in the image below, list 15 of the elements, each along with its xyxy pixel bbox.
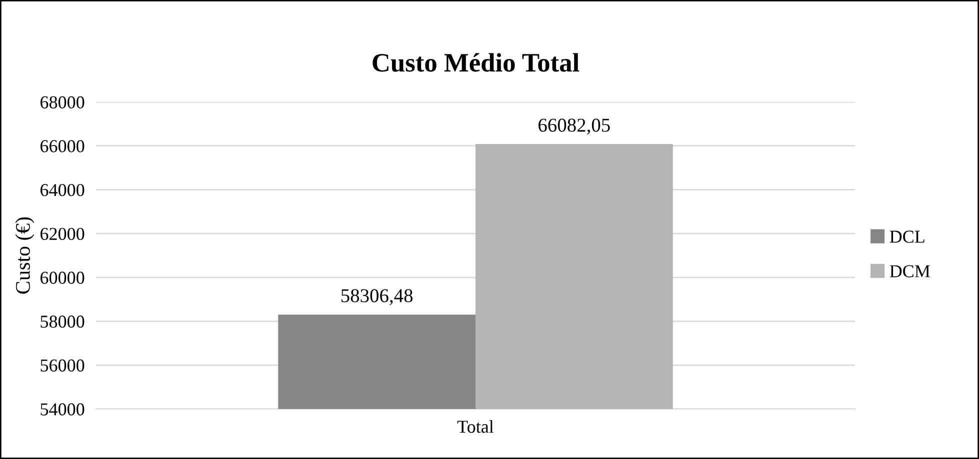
legend-label: DCM xyxy=(890,265,930,278)
y-tick-label: 54000 xyxy=(40,403,84,416)
y-tick-label: 66000 xyxy=(40,140,84,152)
y-axis-title: Custo (€) xyxy=(15,217,34,294)
y-tick-label: 56000 xyxy=(40,359,84,372)
x-tick-label: Total xyxy=(457,420,494,433)
y-tick-label: 64000 xyxy=(40,184,84,196)
y-tick-label: 68000 xyxy=(40,96,84,108)
y-tick-label: 62000 xyxy=(40,228,84,240)
legend-label: DCL xyxy=(890,230,924,243)
data-label: 66082,05 xyxy=(538,118,610,135)
chart-title: Custo Médio Total xyxy=(372,53,580,72)
y-tick-label: 60000 xyxy=(40,272,84,284)
y-tick-label: 58000 xyxy=(40,316,84,328)
data-label: 58306,48 xyxy=(342,289,413,306)
